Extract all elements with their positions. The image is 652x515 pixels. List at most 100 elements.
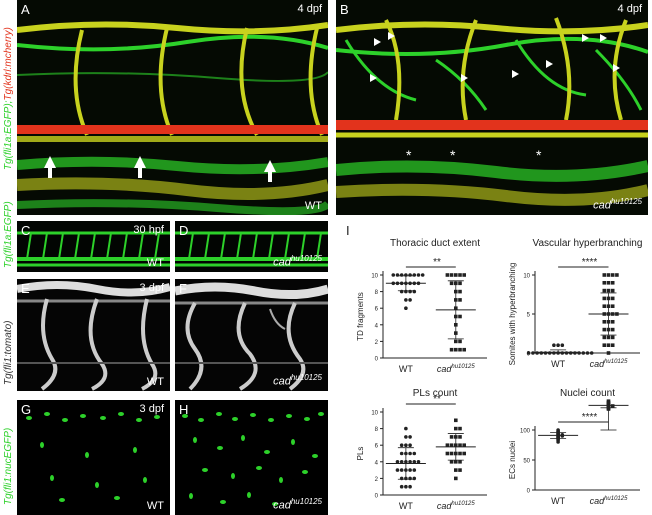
data-point [606,400,611,405]
data-point [556,430,560,434]
data-point [449,281,454,286]
data-point [610,343,615,347]
y-tick-label: 8 [375,290,379,296]
side-label-ef: Tg(fli1:tomato) [3,320,14,385]
data-point [602,343,607,347]
panel-f-genotype: cadhu10125 [273,373,322,388]
y-tick-label: 5 [527,313,531,319]
panel-e-vessels [17,279,170,391]
data-point [606,404,611,408]
data-point [610,296,615,301]
data-point [454,298,458,302]
data-point [556,429,560,434]
x-tick-label: cadhu10125 [590,359,629,369]
data-point [462,347,466,352]
data-point [399,281,404,286]
data-point [399,484,404,489]
x-tick-label: WT [399,501,413,511]
panel-g-stage: 3 dpf [139,403,164,415]
data-point [399,468,404,472]
significance-label: **** [582,412,598,423]
panel-d-vessels [175,221,328,272]
data-point [606,403,611,408]
panel-c-genotype: WT [146,257,164,269]
data-point [404,484,408,489]
data-point [458,289,462,294]
data-point [458,435,462,439]
data-point [445,273,450,277]
data-point [458,273,462,277]
data-point [556,440,560,444]
x-tick-label: cadhu10125 [590,496,629,506]
panel-b-vessels: * * * [336,0,648,215]
side-label-cd: Tg(fli1a:EGFP) [3,201,14,268]
arrow-icon [44,156,276,182]
data-point [408,298,412,302]
data-point [606,288,611,293]
data-point [556,428,560,432]
data-point [454,468,458,472]
data-point [399,443,404,448]
panel-h-genotype: cadhu10125 [273,497,322,512]
data-point [408,460,412,464]
data-point [412,468,417,472]
data-point [606,343,611,347]
panel-c-label: C [21,223,31,238]
y-tick-label: 6 [375,444,379,450]
data-point [552,351,556,355]
y-tick-label: 4 [375,460,379,466]
panel-e-label: E [21,281,30,296]
data-point [606,351,611,355]
data-point [560,351,565,355]
data-point [602,320,607,324]
data-point [399,289,404,294]
data-point [454,347,458,352]
data-point [420,273,425,277]
data-point [391,281,396,286]
data-point [404,298,408,302]
data-point [458,426,462,431]
panel-d-image: D cadhu10125 [175,221,328,272]
panel-a-genotype: WT [304,200,322,212]
data-point [412,289,417,294]
data-point [404,281,408,286]
data-point [408,289,412,294]
y-tick-label: 6 [375,307,379,313]
panel-a-label: A [21,2,30,17]
data-point [404,460,408,464]
data-point [458,347,462,352]
chart-title: Vascular hyperbranching [533,238,643,249]
data-point [606,304,611,308]
data-point [391,273,396,277]
data-point [454,289,458,294]
data-point [454,314,458,319]
panel-c-stage: 30 hpf [133,224,164,236]
data-point [602,281,607,285]
data-point [449,435,454,439]
data-point [454,306,458,310]
data-point [615,273,619,277]
panel-g-label: G [21,402,32,417]
data-point [454,331,458,335]
data-point [449,347,454,352]
x-tick-label: WT [399,364,413,374]
data-point [535,351,539,355]
y-axis-label: Somites with hyperbranching [508,263,517,366]
data-point [556,435,560,440]
data-point [454,460,458,464]
panel-e-stage: 3 dpf [139,282,164,294]
data-point [454,435,458,439]
data-point [556,437,560,441]
data-point [458,451,462,456]
data-point [454,443,458,447]
panel-f-vessels [175,279,328,391]
chart-title: Nuclei count [560,388,615,399]
data-point [462,451,466,456]
data-point [556,436,560,441]
data-point [412,451,417,456]
data-point [606,402,611,406]
data-point [399,460,404,464]
data-point [602,327,607,332]
data-point [458,468,462,472]
y-axis-label: PLs [356,447,365,461]
